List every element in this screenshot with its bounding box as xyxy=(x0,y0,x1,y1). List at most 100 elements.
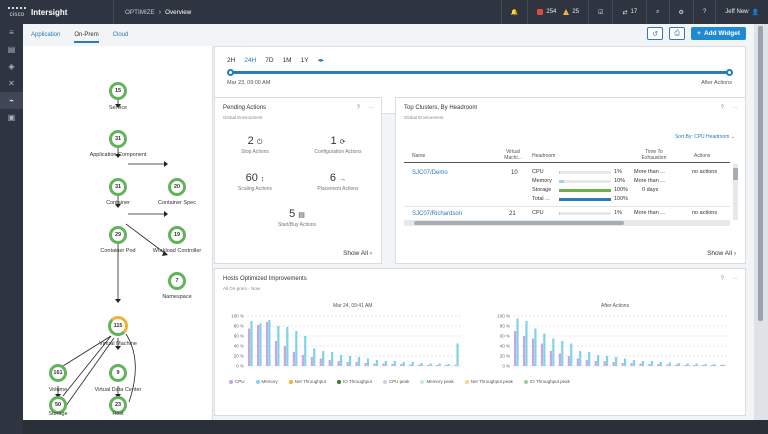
bar-memory[interactable] xyxy=(331,352,334,366)
bar-cpu[interactable] xyxy=(693,365,696,366)
range-7d[interactable]: 7D xyxy=(265,56,274,64)
bar-cpu[interactable] xyxy=(630,363,633,366)
bar-cpu[interactable] xyxy=(549,351,553,366)
time-slider-start-handle[interactable] xyxy=(227,69,234,76)
bar-cpu[interactable] xyxy=(585,360,588,366)
print-button[interactable]: ⎙ xyxy=(669,27,686,40)
bar-memory[interactable] xyxy=(695,363,698,367)
table-hscroll[interactable] xyxy=(404,220,730,226)
bar-cpu[interactable] xyxy=(328,360,331,366)
legend-item[interactable]: CPU xyxy=(229,379,245,384)
bar-memory[interactable] xyxy=(534,328,537,367)
node-virtual-data-center[interactable]: 9 xyxy=(109,364,127,382)
bar-memory[interactable] xyxy=(597,355,600,366)
configuration-actions-metric[interactable]: 1 ⟳ Configuration Actions xyxy=(293,135,383,155)
requests-button[interactable]: ⇄ 17 xyxy=(612,0,646,24)
bar-memory[interactable] xyxy=(552,338,555,367)
bar-memory[interactable] xyxy=(713,364,716,366)
bar-cpu[interactable] xyxy=(436,365,439,366)
bar-cpu[interactable] xyxy=(567,356,570,366)
settings-button[interactable]: ⚙ xyxy=(668,0,693,24)
bar-cpu[interactable] xyxy=(666,364,669,367)
playback-icon[interactable]: ◂▸ xyxy=(317,57,325,64)
bar-memory[interactable] xyxy=(357,357,361,366)
bar-cpu[interactable] xyxy=(274,341,278,366)
bar-cpu[interactable] xyxy=(594,361,597,366)
bar-cpu[interactable] xyxy=(248,328,251,367)
bar-memory[interactable] xyxy=(438,363,441,367)
range-24h[interactable]: 24H xyxy=(244,56,257,64)
bar-cpu[interactable] xyxy=(301,355,304,366)
add-widget-button[interactable]: + Add Widget xyxy=(691,27,746,40)
node-service[interactable]: 15 xyxy=(109,82,127,100)
bar-cpu[interactable] xyxy=(621,363,624,366)
more-icon[interactable]: ··· xyxy=(732,105,738,111)
bar-memory[interactable] xyxy=(614,357,618,366)
node-container[interactable]: 31 xyxy=(109,178,127,196)
legend-item[interactable]: Net Throughput xyxy=(288,379,326,384)
tab-application[interactable]: Application xyxy=(31,31,61,38)
bar-memory[interactable] xyxy=(561,341,564,366)
nav-monitor-icon[interactable]: ▤ xyxy=(7,45,16,54)
bar-cpu[interactable] xyxy=(391,364,394,366)
bar-memory[interactable] xyxy=(447,364,450,366)
legend-item[interactable]: IO Throughput peak xyxy=(523,379,570,384)
bar-cpu[interactable] xyxy=(364,363,367,366)
tab-on-prem[interactable]: On-Prem xyxy=(74,32,99,43)
history-button[interactable]: ↺ xyxy=(647,27,664,40)
bar-memory[interactable] xyxy=(659,362,662,366)
bar-memory[interactable] xyxy=(677,363,680,366)
bar-cpu[interactable] xyxy=(657,364,660,366)
bar-cpu[interactable] xyxy=(310,357,313,366)
cluster-name-link[interactable]: SJC07/Richardson xyxy=(412,211,463,217)
range-1y[interactable]: 1Y xyxy=(300,56,309,64)
bar-memory[interactable] xyxy=(704,364,707,366)
bar-memory[interactable] xyxy=(259,323,262,367)
node-container-spec[interactable]: 20 xyxy=(168,178,186,196)
bar-memory[interactable] xyxy=(686,363,689,367)
alarms-button[interactable]: 254 25 xyxy=(527,0,588,24)
range-2h[interactable]: 2H xyxy=(227,56,236,64)
bar-memory[interactable] xyxy=(286,327,289,366)
bar-memory[interactable] xyxy=(322,351,325,366)
bar-memory[interactable] xyxy=(605,356,609,366)
notifications-button[interactable]: 🔔 xyxy=(500,0,527,24)
bar-memory[interactable] xyxy=(339,355,343,366)
bar-cpu[interactable] xyxy=(292,352,295,366)
sort-dropdown[interactable]: Sort By: CPU Headroom ⌄ xyxy=(675,134,735,140)
bar-cpu[interactable] xyxy=(418,364,421,367)
search-button[interactable]: ⌕ xyxy=(646,0,668,24)
tasks-button[interactable]: ☑ xyxy=(588,0,612,24)
cluster-name-link[interactable]: SJC07/Demo xyxy=(412,170,448,176)
bar-memory[interactable] xyxy=(543,333,546,367)
placement-actions-metric[interactable]: 6 → Placement Actions xyxy=(293,172,383,192)
legend-item[interactable]: IO Throughput xyxy=(336,379,372,384)
legend-item[interactable]: Memory xyxy=(255,379,278,384)
pending-actions-show-all[interactable]: Show All › xyxy=(343,250,372,257)
bar-cpu[interactable] xyxy=(576,358,579,367)
col-headroom[interactable]: Headroom xyxy=(532,153,556,159)
bar-memory[interactable] xyxy=(516,318,519,367)
nav-configure-icon[interactable]: ✕ xyxy=(8,79,15,88)
breadcrumb-optimize[interactable]: OPTIMIZE xyxy=(125,8,155,16)
node-host[interactable]: 23 xyxy=(109,396,127,414)
bar-memory[interactable] xyxy=(250,321,253,366)
bar-cpu[interactable] xyxy=(558,353,561,367)
bar-memory[interactable] xyxy=(268,320,271,366)
table-vscroll[interactable] xyxy=(733,164,738,220)
bar-memory[interactable] xyxy=(632,360,636,366)
col-virtual-machines[interactable]: Virtual Machi... xyxy=(504,149,522,161)
node-workload-controller[interactable]: 19 xyxy=(168,226,186,244)
time-slider-end-handle[interactable] xyxy=(726,69,733,76)
bar-cpu[interactable] xyxy=(531,338,535,367)
more-icon[interactable]: ··· xyxy=(368,105,374,111)
bar-cpu[interactable] xyxy=(540,343,544,367)
nav-admin-icon[interactable]: ▣ xyxy=(7,113,16,122)
nav-operate-icon[interactable]: ◈ xyxy=(8,62,15,71)
bar-memory[interactable] xyxy=(402,362,405,366)
logo[interactable]: cisco Intersight xyxy=(0,0,114,24)
bar-memory[interactable] xyxy=(304,336,307,366)
bar-cpu[interactable] xyxy=(256,325,260,366)
node-namespace[interactable]: 7 xyxy=(168,272,186,290)
bar-cpu[interactable] xyxy=(684,365,687,366)
